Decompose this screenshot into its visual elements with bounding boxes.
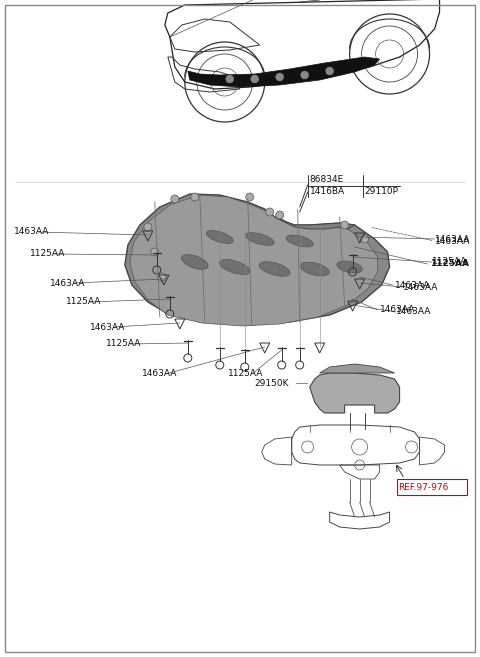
Ellipse shape — [181, 255, 208, 269]
Circle shape — [226, 75, 234, 83]
Circle shape — [158, 273, 166, 281]
Text: 1463AA: 1463AA — [434, 237, 470, 246]
Polygon shape — [125, 194, 390, 325]
Text: 1125AA: 1125AA — [430, 260, 468, 269]
Text: 1125AA: 1125AA — [66, 298, 101, 307]
Circle shape — [151, 248, 159, 256]
Circle shape — [246, 193, 254, 201]
Ellipse shape — [259, 261, 290, 276]
Text: 1125AA: 1125AA — [432, 258, 467, 267]
Circle shape — [251, 75, 259, 83]
Polygon shape — [275, 217, 355, 229]
Ellipse shape — [206, 231, 233, 244]
Text: 1125AA: 1125AA — [228, 369, 263, 378]
Circle shape — [325, 67, 334, 75]
Text: 1463AA: 1463AA — [14, 227, 49, 237]
Text: 1463AA: 1463AA — [142, 369, 177, 378]
Circle shape — [171, 195, 179, 203]
Circle shape — [341, 221, 348, 229]
FancyBboxPatch shape — [396, 479, 467, 495]
Ellipse shape — [286, 235, 313, 247]
Polygon shape — [130, 195, 378, 326]
Text: REF.97-976: REF.97-976 — [398, 482, 449, 491]
Circle shape — [266, 208, 274, 216]
Polygon shape — [310, 373, 399, 413]
Text: 29110P: 29110P — [365, 187, 398, 196]
Text: 29150K: 29150K — [255, 378, 289, 388]
Text: 1463AA: 1463AA — [50, 279, 85, 288]
Polygon shape — [320, 364, 395, 373]
Text: 1463AA: 1463AA — [395, 281, 430, 290]
Text: 1463AA: 1463AA — [396, 307, 431, 317]
Text: 86834E: 86834E — [310, 175, 344, 183]
Ellipse shape — [219, 260, 250, 275]
Text: 1125AA: 1125AA — [30, 250, 65, 258]
Circle shape — [300, 71, 309, 79]
Text: 1463AA: 1463AA — [90, 323, 125, 332]
Circle shape — [276, 211, 284, 219]
Polygon shape — [188, 57, 380, 87]
Ellipse shape — [337, 261, 362, 273]
Text: 1463AA: 1463AA — [403, 283, 438, 292]
Circle shape — [360, 235, 369, 243]
Circle shape — [144, 223, 152, 231]
Ellipse shape — [245, 233, 274, 245]
Ellipse shape — [300, 262, 329, 276]
Circle shape — [191, 193, 199, 201]
Text: 1463AA: 1463AA — [380, 306, 415, 315]
Text: 1463AA: 1463AA — [434, 235, 470, 244]
Text: 1416BA: 1416BA — [310, 187, 345, 196]
Text: 1125AA: 1125AA — [106, 340, 141, 348]
Circle shape — [276, 73, 284, 81]
